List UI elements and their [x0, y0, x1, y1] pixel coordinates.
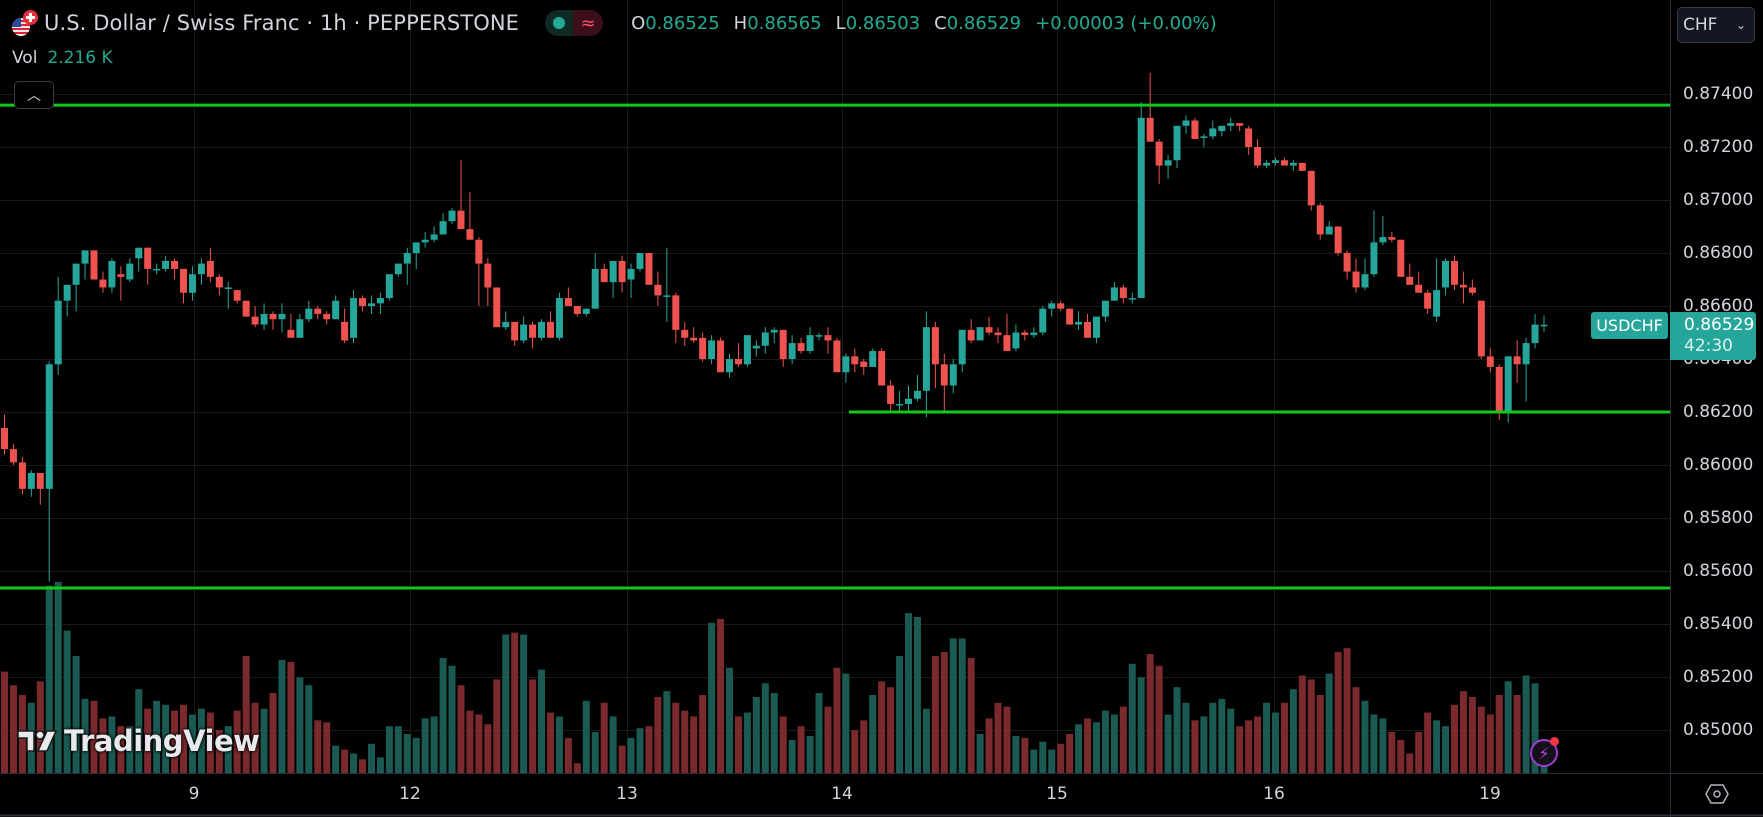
time-tick-label: 12 [399, 784, 421, 804]
settings-icon[interactable] [1705, 783, 1729, 805]
volume-legend: Vol 2.216 K [12, 48, 113, 68]
price-tick-label: 0.86600 [1683, 296, 1754, 316]
chevron-down-icon: ⌄ [1735, 18, 1746, 32]
market-status-pill[interactable]: ≈ [545, 10, 604, 36]
volume-value: 2.216 K [47, 48, 113, 68]
time-tick-label: 15 [1046, 784, 1068, 804]
market-open-dot-icon [545, 10, 574, 36]
symbol-title[interactable]: U.S. Dollar / Swiss Franc · 1h · PEPPERS… [44, 11, 520, 35]
price-tick-label: 0.85800 [1683, 508, 1754, 528]
price-tick-label: 0.86800 [1683, 243, 1754, 263]
time-tick-label: 13 [616, 784, 638, 804]
currency-value: CHF [1683, 15, 1718, 35]
price-tick-label: 0.87200 [1683, 137, 1754, 157]
volume-bars [1, 581, 1548, 773]
tradingview-mark-icon [17, 730, 58, 752]
candles [1, 72, 1548, 582]
chevron-up-icon: ︿ [27, 88, 41, 104]
logo-text: TradingView [64, 724, 260, 758]
collapse-legend-button[interactable]: ︿ [14, 81, 54, 109]
price-tick-label: 0.85600 [1683, 561, 1754, 581]
low-value: 0.86503 [845, 12, 921, 34]
price-tick-label: 0.85000 [1683, 720, 1754, 740]
time-tick-label: 14 [831, 784, 853, 804]
symbol-price-tag: USDCHF [1591, 312, 1668, 339]
horizontal-lines[interactable] [0, 103, 1670, 590]
change-value: +0.00003 (+0.00%) [1035, 12, 1217, 34]
last-price-tag: 0.86529 42:30 [1670, 312, 1756, 360]
price-tick-label: 0.85400 [1683, 614, 1754, 634]
price-tick-label: 0.86200 [1683, 402, 1754, 422]
high-value: 0.86565 [747, 12, 822, 34]
approx-icon: ≈ [573, 10, 604, 36]
chart-legend: U.S. Dollar / Swiss Franc · 1h · PEPPERS… [12, 8, 1217, 38]
last-price-value: 0.86529 [1684, 315, 1755, 335]
tradingview-logo[interactable]: TradingView [16, 724, 260, 758]
price-tick-label: 0.87000 [1683, 190, 1754, 210]
price-tick-label: 0.87400 [1683, 84, 1754, 104]
time-tick-label: 9 [188, 784, 200, 804]
high-label: H [733, 12, 748, 34]
low-label: L [835, 12, 846, 34]
chart-grid [0, 0, 1670, 773]
open-label: O [631, 12, 646, 34]
open-value: 0.86525 [645, 12, 720, 34]
close-label: C [934, 12, 947, 34]
bar-countdown: 42:30 [1684, 336, 1733, 356]
currency-select[interactable]: CHF ⌄ [1677, 7, 1755, 43]
time-tick-label: 16 [1263, 784, 1285, 804]
ohlc-values: O0.86525 H0.86565 L0.86503 C0.86529 +0.0… [631, 13, 1217, 34]
volume-label[interactable]: Vol [12, 48, 38, 68]
usd-chf-flags-icon [12, 10, 38, 36]
notification-dot [1550, 737, 1559, 746]
time-tick-label: 19 [1479, 784, 1501, 804]
lightning-icon[interactable]: ⚡ [1530, 737, 1559, 767]
price-tick-label: 0.86000 [1683, 455, 1754, 475]
close-value: 0.86529 [946, 12, 1022, 34]
price-tick-label: 0.85200 [1683, 667, 1754, 687]
